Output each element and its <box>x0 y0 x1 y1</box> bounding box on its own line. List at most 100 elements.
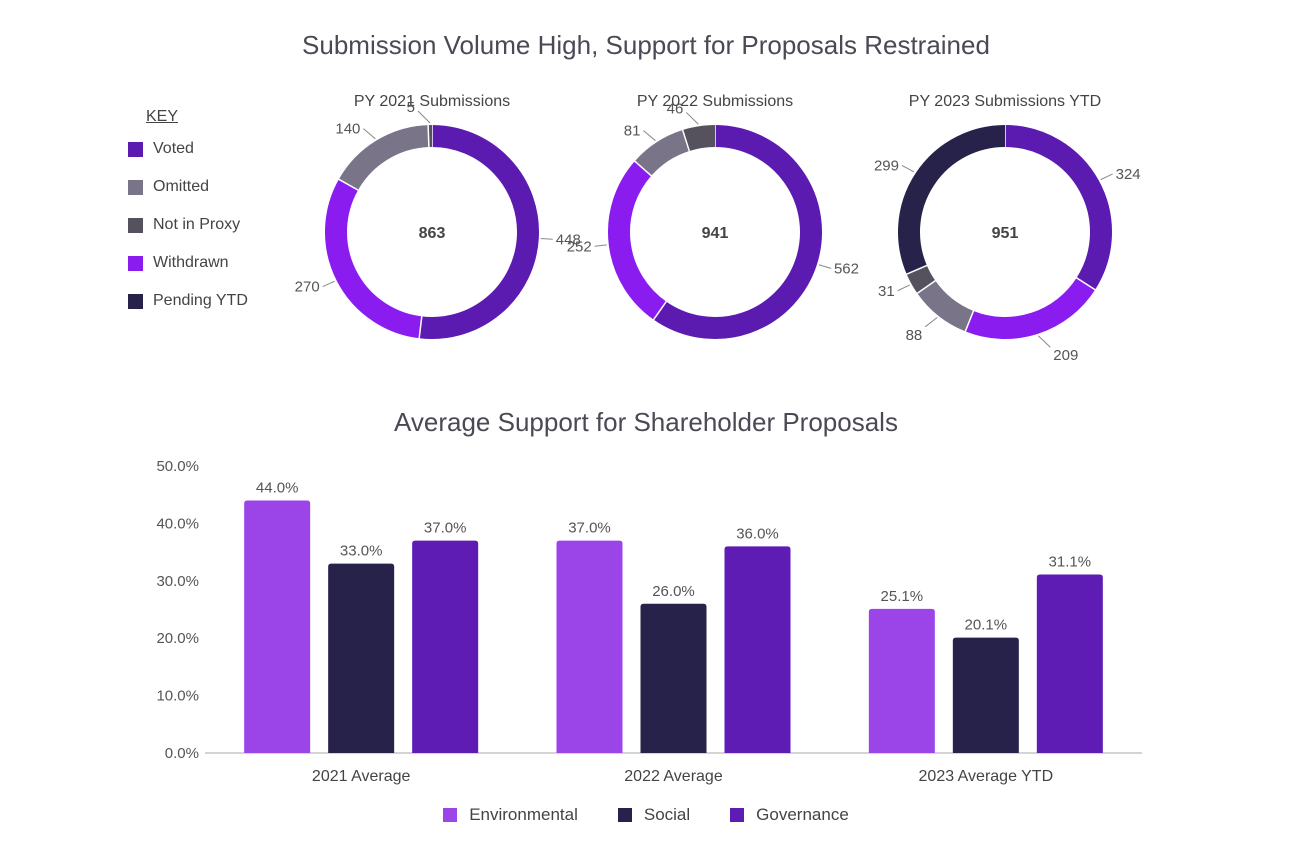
slice-label-withdrawn: 209 <box>1053 347 1078 364</box>
x-category-label: 2022 Average <box>624 768 723 785</box>
donut-key: KEY Voted Omitted Not in Proxy Withdrawn… <box>128 108 248 322</box>
legend-item-environmental: Environmental <box>443 805 578 825</box>
bar-value-label: 37.0% <box>568 520 611 537</box>
donut-total-label: 863 <box>419 225 446 242</box>
key-item-pending-ytd: Pending YTD <box>128 280 248 322</box>
slice-label-voted: 324 <box>1116 166 1141 183</box>
slice-separator <box>633 159 653 177</box>
bar-value-label: 25.1% <box>881 588 924 605</box>
y-tick-label: 20.0% <box>156 630 199 647</box>
slice-leader-line <box>897 284 910 292</box>
slice-label-omitted: 88 <box>906 327 923 344</box>
legend-swatch-social <box>617 808 632 822</box>
key-item-not-in-proxy: Not in Proxy <box>128 204 248 246</box>
donut-slice-voted <box>653 125 822 339</box>
slice-leader-line <box>363 128 376 140</box>
donut-slice-pending-ytd <box>898 125 1006 275</box>
slice-leader-line <box>1100 173 1113 181</box>
key-label-withdrawn: Withdrawn <box>153 254 229 271</box>
slice-label-withdrawn: 270 <box>295 279 320 296</box>
donut-title: PY 2022 Submissions <box>637 93 793 110</box>
key-swatch-withdrawn <box>128 255 143 271</box>
donut-chart-1: PY 2021 Submissions 448 270 140 5 863 <box>295 93 581 340</box>
key-swatch-pending-ytd <box>128 293 143 309</box>
slice-leader-line <box>818 264 832 269</box>
donut-slice-not-in-proxy <box>906 265 936 294</box>
donut-slice-withdrawn <box>325 179 423 339</box>
donut-slice-voted <box>419 125 539 339</box>
slice-separator <box>964 309 975 333</box>
key-swatch-voted <box>128 141 143 157</box>
bar-chart-title: Average Support for Shareholder Proposal… <box>394 407 898 437</box>
key-label-omitted: Omitted <box>153 178 210 195</box>
bar-governance-3 <box>1036 574 1103 753</box>
bar-value-label: 36.0% <box>736 525 779 542</box>
slice-leader-line <box>1037 335 1051 348</box>
slice-label-not-in-proxy: 46 <box>667 100 684 117</box>
donut-slice-omitted <box>338 125 430 191</box>
slice-label-omitted: 140 <box>335 121 360 138</box>
donut-total-label: 951 <box>992 225 1019 242</box>
bar-environmental-1 <box>244 500 311 753</box>
bar-value-label: 26.0% <box>652 583 695 600</box>
slice-label-voted: 448 <box>556 231 581 248</box>
bar-value-label: 37.0% <box>424 520 467 537</box>
x-category-label: 2021 Average <box>312 768 411 785</box>
slice-label-omitted: 81 <box>624 123 641 140</box>
slice-separator <box>905 264 929 276</box>
bar-environmental-3 <box>868 608 935 753</box>
slice-label-not-in-proxy: 5 <box>407 99 415 116</box>
donut-chart-3: PY 2023 Submissions YTD 324 209 88 31 299 951 <box>874 93 1141 364</box>
slice-separator <box>652 300 668 321</box>
key-item-voted: Voted <box>128 128 248 170</box>
legend-label-environmental: Environmental <box>469 805 578 824</box>
key-label-not-in-proxy: Not in Proxy <box>153 216 241 233</box>
slice-separator <box>916 279 937 295</box>
slice-leader-line <box>540 238 553 240</box>
y-tick-label: 0.0% <box>165 745 199 762</box>
key-heading: KEY <box>146 108 179 125</box>
legend-item-social: Social <box>617 805 690 825</box>
slice-label-pending-ytd: 299 <box>874 157 899 174</box>
legend-label-governance: Governance <box>756 805 849 824</box>
y-tick-label: 50.0% <box>156 458 199 475</box>
bar-value-label: 31.1% <box>1049 553 1092 570</box>
y-tick-label: 30.0% <box>156 573 199 590</box>
bar-environmental-2 <box>556 540 623 753</box>
slice-leader-line <box>901 164 915 173</box>
slice-label-withdrawn: 252 <box>567 238 592 255</box>
key-label-pending-ytd: Pending YTD <box>153 292 248 309</box>
donut-slice-omitted <box>634 130 690 177</box>
y-tick-label: 10.0% <box>156 688 199 705</box>
donut-slice-withdrawn <box>608 161 667 320</box>
slice-separator <box>681 128 691 153</box>
bar-chart: 0.0% 10.0% 20.0% 30.0% 40.0% 50.0% 44.0% 33.0% 3… <box>156 458 1142 785</box>
donut-title: PY 2021 Submissions <box>354 93 510 110</box>
donut-title: PY 2023 Submissions YTD <box>909 93 1101 110</box>
bar-value-label: 44.0% <box>256 479 299 496</box>
bar-value-label: 33.0% <box>340 543 383 560</box>
slice-leader-line <box>685 112 699 125</box>
donut-slice-not-in-proxy <box>682 125 716 152</box>
legend-swatch-environmental <box>443 808 458 822</box>
bar-social-3 <box>952 637 1019 753</box>
slice-separator <box>427 124 430 149</box>
key-label-voted: Voted <box>153 140 194 157</box>
slice-leader-line <box>643 130 656 142</box>
slice-leader-line <box>322 280 335 288</box>
bar-social-1 <box>328 563 395 753</box>
legend-swatch-governance <box>730 808 745 822</box>
donut-total-label: 941 <box>702 225 729 242</box>
donut-chart-2: PY 2022 Submissions 562 252 81 46 941 <box>567 93 859 339</box>
bar-legend: Environmental Social Governance <box>0 805 1292 825</box>
bar-social-2 <box>640 603 707 753</box>
donut-slice-withdrawn <box>965 277 1096 339</box>
slice-separator <box>337 178 360 192</box>
y-tick-label: 40.0% <box>156 515 199 532</box>
legend-item-governance: Governance <box>730 805 849 825</box>
key-item-omitted: Omitted <box>128 166 248 208</box>
slice-leader-line <box>417 110 431 124</box>
bar-governance-1 <box>412 540 479 753</box>
key-swatch-omitted <box>128 179 143 195</box>
